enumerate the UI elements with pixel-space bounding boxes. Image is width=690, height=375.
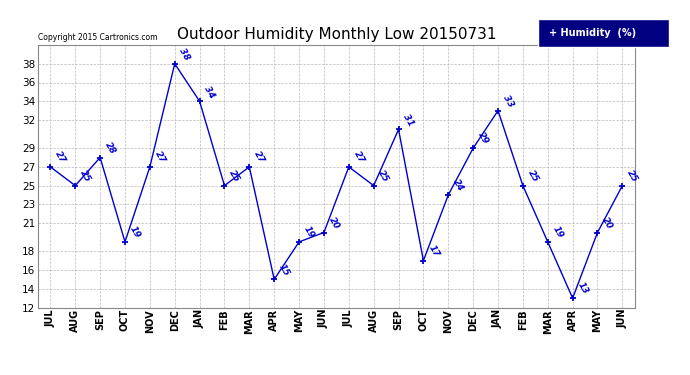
Text: 25: 25 <box>625 168 640 184</box>
Text: 27: 27 <box>53 150 68 165</box>
Text: 27: 27 <box>253 150 266 165</box>
Text: 25: 25 <box>377 168 391 184</box>
Text: 19: 19 <box>302 225 316 240</box>
Text: 34: 34 <box>203 84 217 99</box>
Text: 27: 27 <box>352 150 366 165</box>
Text: 20: 20 <box>327 215 341 231</box>
Text: 25: 25 <box>526 168 540 184</box>
Text: 38: 38 <box>178 46 192 62</box>
Text: 20: 20 <box>600 215 615 231</box>
Text: + Humidity  (%): + Humidity (%) <box>549 28 635 38</box>
Text: Copyright 2015 Cartronics.com: Copyright 2015 Cartronics.com <box>38 33 157 42</box>
Text: 13: 13 <box>575 281 590 296</box>
Text: 33: 33 <box>501 93 515 109</box>
Text: 29: 29 <box>476 131 490 146</box>
Text: 17: 17 <box>426 243 440 259</box>
Text: 25: 25 <box>78 168 92 184</box>
Text: 24: 24 <box>451 178 465 193</box>
Text: 15: 15 <box>277 262 291 278</box>
Text: 31: 31 <box>402 112 415 128</box>
Text: 19: 19 <box>128 225 142 240</box>
Text: 19: 19 <box>551 225 565 240</box>
Text: 25: 25 <box>228 168 242 184</box>
Text: 27: 27 <box>153 150 167 165</box>
Text: 28: 28 <box>103 140 117 156</box>
Title: Outdoor Humidity Monthly Low 20150731: Outdoor Humidity Monthly Low 20150731 <box>177 27 496 42</box>
